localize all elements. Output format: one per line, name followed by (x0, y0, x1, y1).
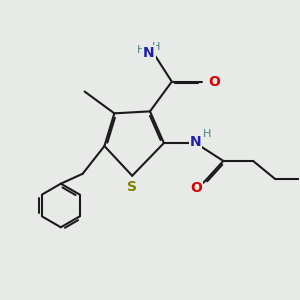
Text: S: S (127, 180, 137, 194)
Text: H: H (152, 42, 160, 52)
Text: N: N (190, 135, 201, 149)
Text: H: H (203, 129, 212, 139)
Text: N: N (143, 46, 155, 60)
Text: O: O (190, 181, 202, 195)
Text: H: H (137, 45, 145, 55)
Text: O: O (208, 75, 220, 88)
